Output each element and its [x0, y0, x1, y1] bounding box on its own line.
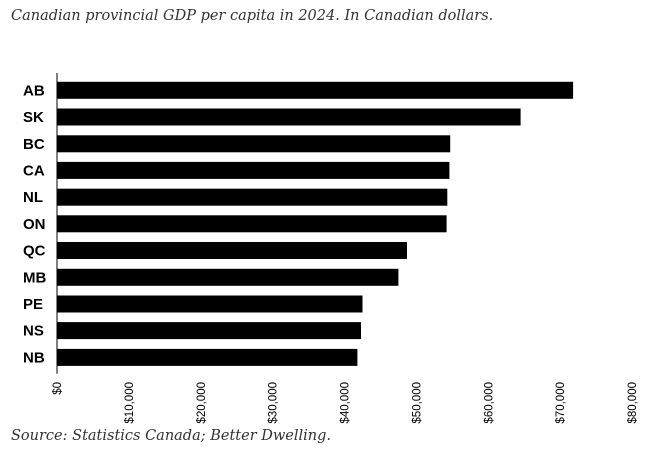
category-label-on: ON — [23, 216, 46, 233]
category-label-bc: BC — [23, 136, 45, 153]
bar-on — [57, 215, 447, 233]
category-label-qc: QC — [23, 243, 46, 260]
bar-sk — [57, 108, 521, 126]
x-tick-label: $30,000 — [268, 382, 280, 424]
category-label-mb: MB — [23, 269, 46, 286]
category-label-nl: NL — [23, 189, 43, 206]
category-label-ab: AB — [23, 82, 45, 99]
x-tick-label: $40,000 — [340, 382, 352, 424]
source-note: Source: Statistics Canada; Better Dwelli… — [11, 428, 331, 444]
bar-nb — [57, 348, 358, 366]
bar-pe — [57, 295, 363, 313]
x-tick-label: $10,000 — [124, 382, 136, 424]
category-label-sk: SK — [23, 109, 44, 126]
x-tick-label: $0 — [52, 382, 64, 395]
x-tick-label: $70,000 — [555, 382, 567, 424]
bar-nl — [57, 188, 448, 206]
x-tick-label: $80,000 — [627, 382, 639, 424]
bar-ns — [57, 322, 361, 340]
bar-qc — [57, 242, 407, 259]
category-label-ns: NS — [23, 323, 44, 340]
chart-title: Canadian provincial GDP per capita in 20… — [11, 8, 494, 24]
category-label-ca: CA — [23, 162, 45, 179]
category-label-pe: PE — [23, 296, 43, 313]
bar-bc — [57, 135, 451, 153]
x-axis-ticks: $0 $10,000 $20,000 $30,000 $40,000 $50,000 $60… — [52, 382, 639, 424]
bars-group — [57, 81, 574, 366]
category-label-nb: NB — [23, 349, 45, 366]
x-tick-label: $20,000 — [196, 382, 208, 424]
x-tick-label: $60,000 — [483, 382, 495, 424]
bar-mb — [57, 268, 399, 286]
x-tick-label: $50,000 — [411, 382, 423, 424]
bar-ca — [57, 161, 450, 179]
bar-ab — [57, 81, 574, 99]
category-labels: AB SK BC CA NL ON QC MB PE NS NB — [23, 82, 46, 366]
